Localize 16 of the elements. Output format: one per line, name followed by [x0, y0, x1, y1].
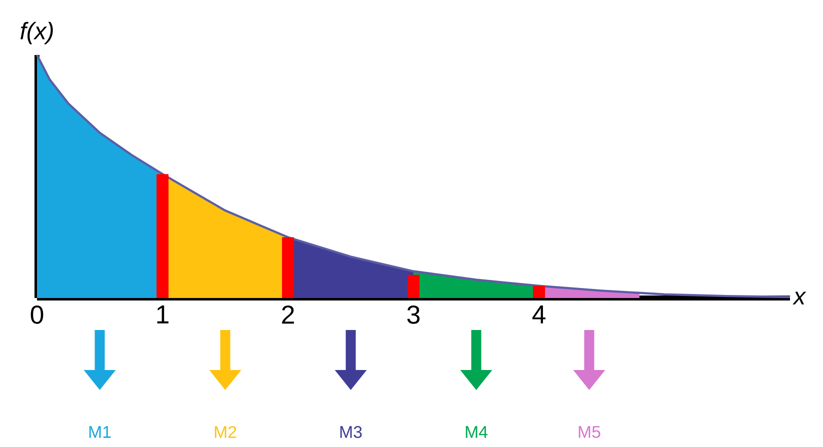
bar: [533, 286, 546, 298]
bar: [408, 274, 420, 298]
bar: [156, 174, 168, 298]
text: M4: [466, 426, 488, 438]
text: M3: [340, 426, 362, 438]
bar: [282, 237, 294, 298]
x-tick-label: 4: [532, 306, 546, 324]
x-tick-label: 0: [30, 306, 44, 324]
text: M5: [578, 426, 600, 438]
x-tick-label: 1: [157, 306, 168, 324]
text: M1: [89, 426, 111, 438]
text: M2: [214, 426, 236, 438]
x-tick-label: 3: [407, 306, 420, 324]
y-axis-title: f(x): [20, 22, 53, 44]
x-axis-title: x: [792, 292, 806, 304]
x-tick-label: 2: [282, 306, 294, 324]
